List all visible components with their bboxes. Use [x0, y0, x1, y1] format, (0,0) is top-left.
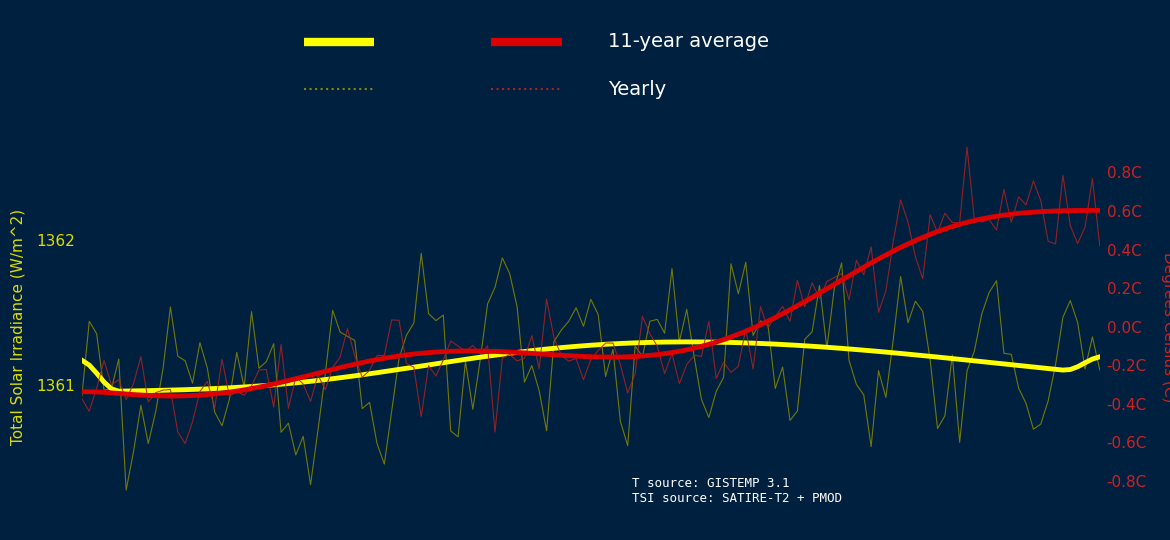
Text: Yearly: Yearly: [608, 79, 667, 99]
Text: 11-year average: 11-year average: [608, 32, 770, 51]
Y-axis label: Total Solar Irradiance (W/m^2): Total Solar Irradiance (W/m^2): [11, 208, 25, 445]
Text: T source: GISTEMP 3.1
TSI source: SATIRE-T2 + PMOD: T source: GISTEMP 3.1 TSI source: SATIRE…: [632, 477, 841, 505]
Y-axis label: Degrees Celsius (C): Degrees Celsius (C): [1161, 252, 1170, 402]
